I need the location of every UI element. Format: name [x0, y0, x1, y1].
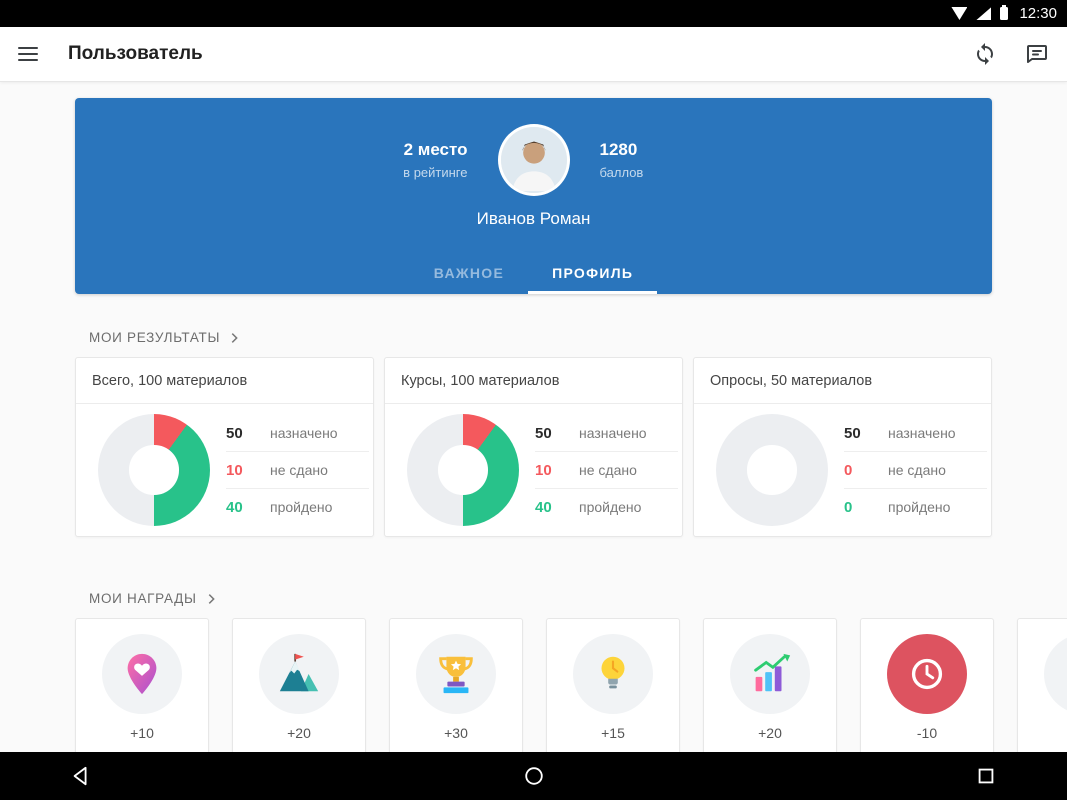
legend-label: пройдено — [888, 499, 951, 515]
award-value: +20 — [287, 725, 311, 741]
legend-label: не сдано — [579, 462, 637, 478]
legend-label: назначено — [888, 425, 956, 441]
legend-row: 10 не сдано — [535, 452, 678, 489]
battery-icon — [1000, 5, 1009, 20]
rank-stat: 2 место в рейтинге — [350, 140, 468, 180]
results-section-title: МОИ РЕЗУЛЬТАТЫ — [89, 330, 221, 345]
chevron-right-icon — [208, 593, 215, 604]
legend-value: 40 — [535, 498, 552, 516]
result-card-title: Опросы, 50 материалов — [694, 358, 991, 404]
award-value: +15 — [601, 725, 625, 741]
awards-section-title: МОИ НАГРАДЫ — [89, 591, 197, 606]
legend-row: 50 назначено — [844, 415, 987, 452]
pin-heart-award-icon — [102, 634, 182, 714]
legend-value: 0 — [844, 498, 853, 516]
menu-icon[interactable] — [18, 47, 38, 61]
chevron-right-icon — [231, 332, 238, 343]
result-card-title: Всего, 100 материалов — [76, 358, 373, 404]
home-button[interactable] — [523, 765, 545, 787]
user-name: Иванов Роман — [476, 209, 591, 228]
page-title: Пользователь — [68, 43, 203, 64]
check-award-icon — [1044, 634, 1067, 714]
donut-chart-surveys — [716, 414, 828, 526]
donut-chart-courses — [407, 414, 519, 526]
profile-card: 2 место в рейтинге 1280 баллов Иванов — [75, 98, 992, 294]
status-bar: 12:30 — [0, 0, 1067, 27]
legend-value: 50 — [535, 424, 552, 442]
tab-profile[interactable]: ПРОФИЛЬ — [528, 250, 658, 294]
results-section-header[interactable]: МОИ РЕЗУЛЬТАТЫ — [89, 330, 992, 345]
awards-row: +10 +20 — [75, 618, 1067, 770]
legend-label: пройдено — [579, 499, 642, 515]
profile-tabs: ВАЖНОЕ ПРОФИЛЬ — [75, 250, 992, 294]
legend-value: 50 — [844, 424, 861, 442]
legend-value: 10 — [535, 461, 552, 479]
award-card[interactable]: +20 — [232, 618, 366, 770]
legend-value: 0 — [844, 461, 853, 479]
recents-button[interactable] — [975, 765, 997, 787]
legend-value: 50 — [226, 424, 243, 442]
legend-label: не сдано — [270, 462, 328, 478]
legend-row: 0 не сдано — [844, 452, 987, 489]
cellular-signal-icon — [976, 7, 992, 20]
legend-label: назначено — [270, 425, 338, 441]
legend-value: 10 — [226, 461, 243, 479]
navigation-bar — [0, 752, 1067, 800]
result-card-title: Курсы, 100 материалов — [385, 358, 682, 404]
legend-label: не сдано — [888, 462, 946, 478]
award-card[interactable]: +15 — [546, 618, 680, 770]
legend-row: 50 назначено — [535, 415, 678, 452]
award-value: +20 — [758, 725, 782, 741]
app-bar: Пользователь — [0, 27, 1067, 82]
rank-value: 2 место — [403, 140, 468, 159]
legend-row: 50 назначено — [226, 415, 369, 452]
legend-row: 0 пройдено — [844, 489, 987, 525]
award-value: -10 — [916, 725, 938, 741]
wifi-icon — [951, 7, 968, 20]
awards-section-header[interactable]: МОИ НАГРАДЫ — [89, 591, 992, 606]
points-value: 1280 — [599, 140, 638, 159]
legend-row: 10 не сдано — [226, 452, 369, 489]
award-card[interactable]: +30 — [389, 618, 523, 770]
award-value: +10 — [130, 725, 154, 741]
status-bar-time: 12:30 — [1019, 5, 1057, 22]
legend-value: 40 — [226, 498, 243, 516]
award-card[interactable] — [1017, 618, 1067, 770]
award-value: +30 — [444, 725, 468, 741]
results-row: Всего, 100 материалов 50 назначено 10 не… — [75, 357, 992, 537]
points-label: баллов — [599, 165, 644, 180]
donut-chart-total — [98, 414, 210, 526]
bar-chart-award-icon — [730, 634, 810, 714]
award-card[interactable]: -10 — [860, 618, 994, 770]
sync-icon[interactable] — [973, 42, 997, 66]
award-card[interactable]: +20 — [703, 618, 837, 770]
legend: 50 назначено 0 не сдано 0 пройдено — [844, 415, 991, 525]
feedback-icon[interactable] — [1025, 42, 1049, 66]
tab-important[interactable]: ВАЖНОЕ — [433, 265, 505, 281]
result-card-total[interactable]: Всего, 100 материалов 50 назначено 10 не… — [75, 357, 374, 537]
back-button[interactable] — [70, 765, 92, 787]
points-stat: 1280 баллов — [600, 140, 718, 180]
legend-row: 40 пройдено — [226, 489, 369, 525]
result-card-courses[interactable]: Курсы, 100 материалов 50 назначено 10 не… — [384, 357, 683, 537]
legend: 50 назначено 10 не сдано 40 пройдено — [535, 415, 682, 525]
result-card-surveys[interactable]: Опросы, 50 материалов 50 назначено 0 не … — [693, 357, 992, 537]
legend: 50 назначено 10 не сдано 40 пройдено — [226, 415, 373, 525]
legend-label: назначено — [579, 425, 647, 441]
award-card[interactable]: +10 — [75, 618, 209, 770]
avatar — [497, 124, 570, 196]
lightbulb-award-icon — [573, 634, 653, 714]
clock-award-icon — [887, 634, 967, 714]
trophy-award-icon — [416, 634, 496, 714]
rank-label: в рейтинге — [403, 165, 468, 180]
legend-row: 40 пройдено — [535, 489, 678, 525]
legend-label: пройдено — [270, 499, 333, 515]
mountain-flag-award-icon — [259, 634, 339, 714]
